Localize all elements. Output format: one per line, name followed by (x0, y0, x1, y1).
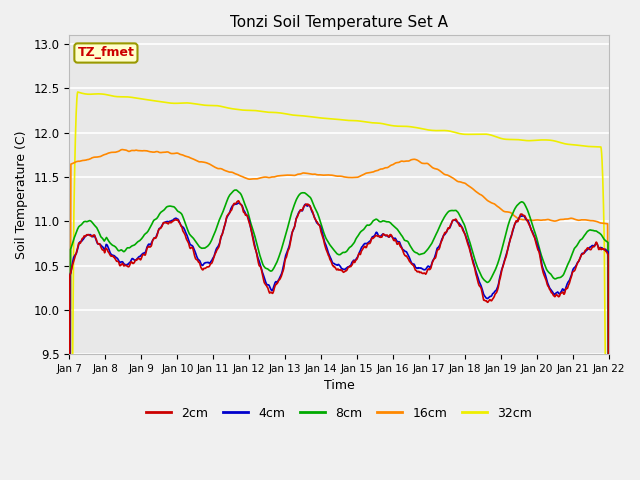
Legend: 2cm, 4cm, 8cm, 16cm, 32cm: 2cm, 4cm, 8cm, 16cm, 32cm (141, 402, 537, 425)
Title: Tonzi Soil Temperature Set A: Tonzi Soil Temperature Set A (230, 15, 448, 30)
Text: TZ_fmet: TZ_fmet (77, 47, 134, 60)
Y-axis label: Soil Temperature (C): Soil Temperature (C) (15, 131, 28, 259)
X-axis label: Time: Time (324, 379, 355, 392)
